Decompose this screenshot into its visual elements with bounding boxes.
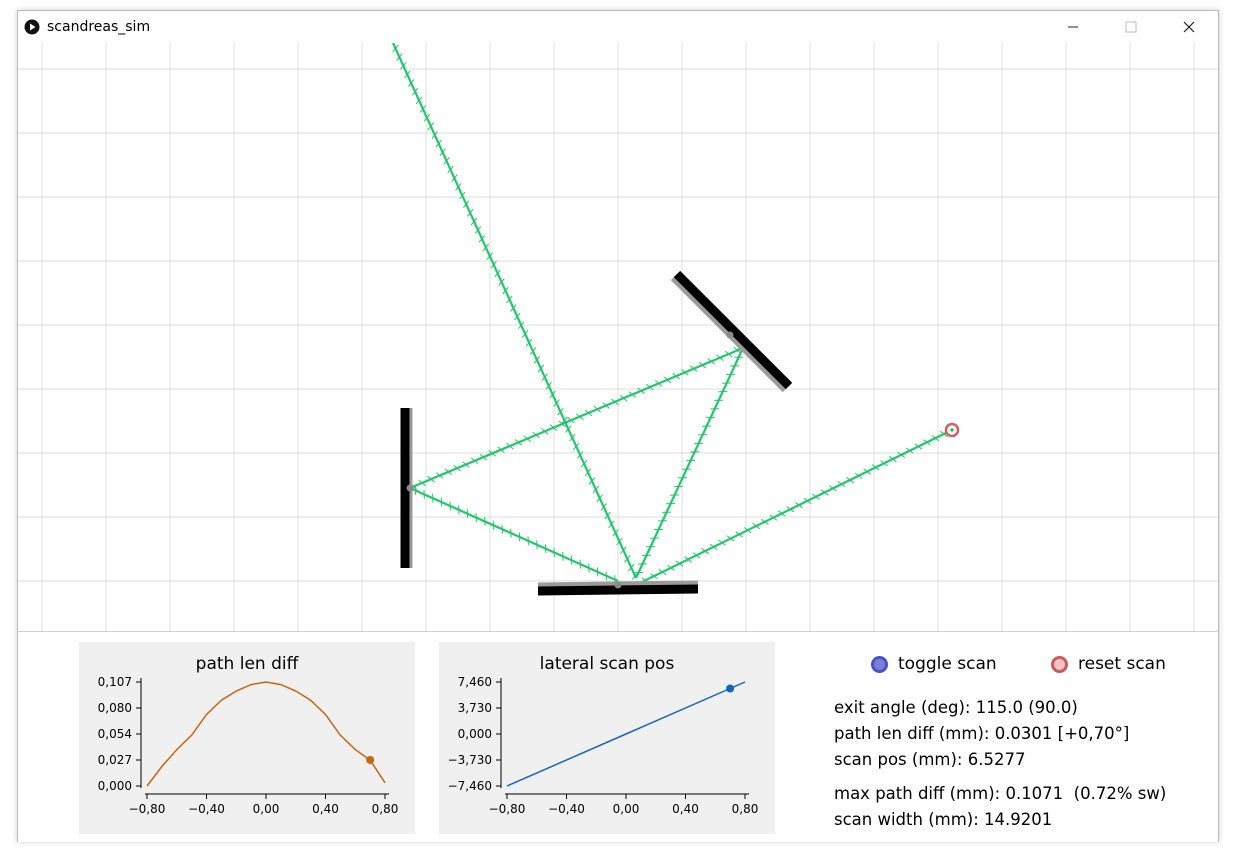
minimize-icon — [1068, 26, 1078, 28]
reset-scan-button[interactable]: reset scan — [1051, 654, 1166, 674]
x-tick-label: 0,80 — [372, 802, 399, 816]
y-tick-label: 0,027 — [98, 753, 132, 767]
toggle-scan-button[interactable]: toggle scan — [871, 654, 997, 674]
beam-segment — [409, 486, 619, 583]
title-bar[interactable]: scandreas_sim — [18, 11, 1218, 43]
path-len-diff-plot: 0,107 0,080 0,054 0,027 0,000 −0,80 −0,40 0,00 0… — [79, 642, 415, 834]
maximize-icon — [1125, 21, 1137, 33]
y-tick-label: 0,000 — [98, 779, 132, 793]
toggle-scan-icon — [871, 655, 888, 673]
reset-scan-icon — [1051, 655, 1068, 673]
x-tick-label: −0,80 — [489, 802, 526, 816]
x-tick-label: 0,80 — [732, 802, 759, 816]
series-line — [506, 681, 746, 787]
current-position-marker — [726, 684, 735, 693]
x-tick-label: −0,80 — [129, 802, 166, 816]
x-tick-label: −0,40 — [548, 802, 585, 816]
y-tick-label: 0,080 — [98, 701, 132, 715]
exit-target-center — [950, 428, 954, 432]
mirror-pivot — [614, 581, 622, 589]
app-window: scandreas_sim 0,107 0,080 0,054 0,027 0,000 −… — [17, 10, 1219, 842]
lateral-scan-pos-plot: 7,460 3,730 0,000 −3,730 −7,460 −0,80 −0,40 0,0… — [439, 642, 775, 834]
path-len-diff-chart: 0,107 0,080 0,054 0,027 0,000 −0,80 −0,40 0,00 0… — [98, 675, 399, 816]
window-title: scandreas_sim — [47, 19, 151, 35]
beam-segment — [409, 346, 744, 490]
max-path-diff-readout: max path diff (mm): 0.1071 (0.72% sw) — [834, 784, 1167, 803]
optics-scene — [18, 43, 1218, 631]
y-tick-label: 0,000 — [458, 727, 492, 741]
beam-ticks — [414, 485, 616, 585]
mirrors — [400, 270, 793, 596]
play-app-icon — [24, 19, 40, 35]
bottom-panel: 0,107 0,080 0,054 0,027 0,000 −0,80 −0,40 0,00 0… — [18, 631, 1218, 842]
beam-ticks — [409, 347, 742, 490]
exit-angle-readout: exit angle (deg): 115.0 (90.0) — [834, 698, 1078, 717]
beam-segment — [391, 43, 638, 579]
x-tick-label: 0,40 — [672, 802, 699, 816]
grid — [18, 43, 1218, 631]
lateral-scan-pos-chart: 7,460 3,730 0,000 −3,730 −7,460 −0,80 −0,40 0,0… — [448, 675, 759, 816]
toggle-scan-label: toggle scan — [898, 654, 997, 674]
tilted-mirror — [673, 270, 793, 390]
x-tick-label: −0,40 — [188, 802, 225, 816]
y-tick-label: 0,107 — [98, 675, 132, 689]
close-icon — [1183, 21, 1195, 33]
plot-title: lateral scan pos — [539, 654, 675, 674]
y-tick-label: −3,730 — [448, 753, 492, 767]
series-line — [146, 681, 386, 787]
beam-ticks — [634, 348, 748, 574]
maximize-button[interactable] — [1102, 11, 1160, 43]
beam-segment — [639, 429, 953, 584]
plot-title: path len diff — [195, 654, 299, 674]
exit-target — [944, 422, 960, 438]
scan-pos-readout: scan pos (mm): 6.5277 — [834, 750, 1026, 769]
minimize-button[interactable] — [1044, 11, 1102, 43]
path-len-diff-readout: path len diff (mm): 0.0301 [+0,70°] — [834, 724, 1130, 743]
beam-paths — [391, 43, 953, 585]
y-tick-label: −7,460 — [448, 779, 492, 793]
beam-ticks — [641, 430, 948, 584]
scan-width-readout: scan width (mm): 14.9201 — [834, 810, 1053, 829]
close-button[interactable] — [1160, 11, 1218, 43]
y-tick-label: 3,730 — [458, 701, 492, 715]
x-tick-label: 0,00 — [613, 802, 640, 816]
x-tick-label: 0,00 — [253, 802, 280, 816]
x-tick-label: 0,40 — [312, 802, 339, 816]
mirror-pivot — [406, 484, 414, 492]
mirror-pivot — [726, 331, 734, 339]
beam-segment — [635, 347, 744, 579]
reset-scan-label: reset scan — [1078, 654, 1166, 674]
beam-ticks — [392, 44, 639, 580]
current-position-marker — [366, 755, 375, 764]
bottom-mirror — [537, 584, 699, 596]
simulation-canvas[interactable] — [18, 43, 1218, 631]
y-tick-label: 7,460 — [458, 675, 492, 689]
y-tick-label: 0,054 — [98, 727, 132, 741]
